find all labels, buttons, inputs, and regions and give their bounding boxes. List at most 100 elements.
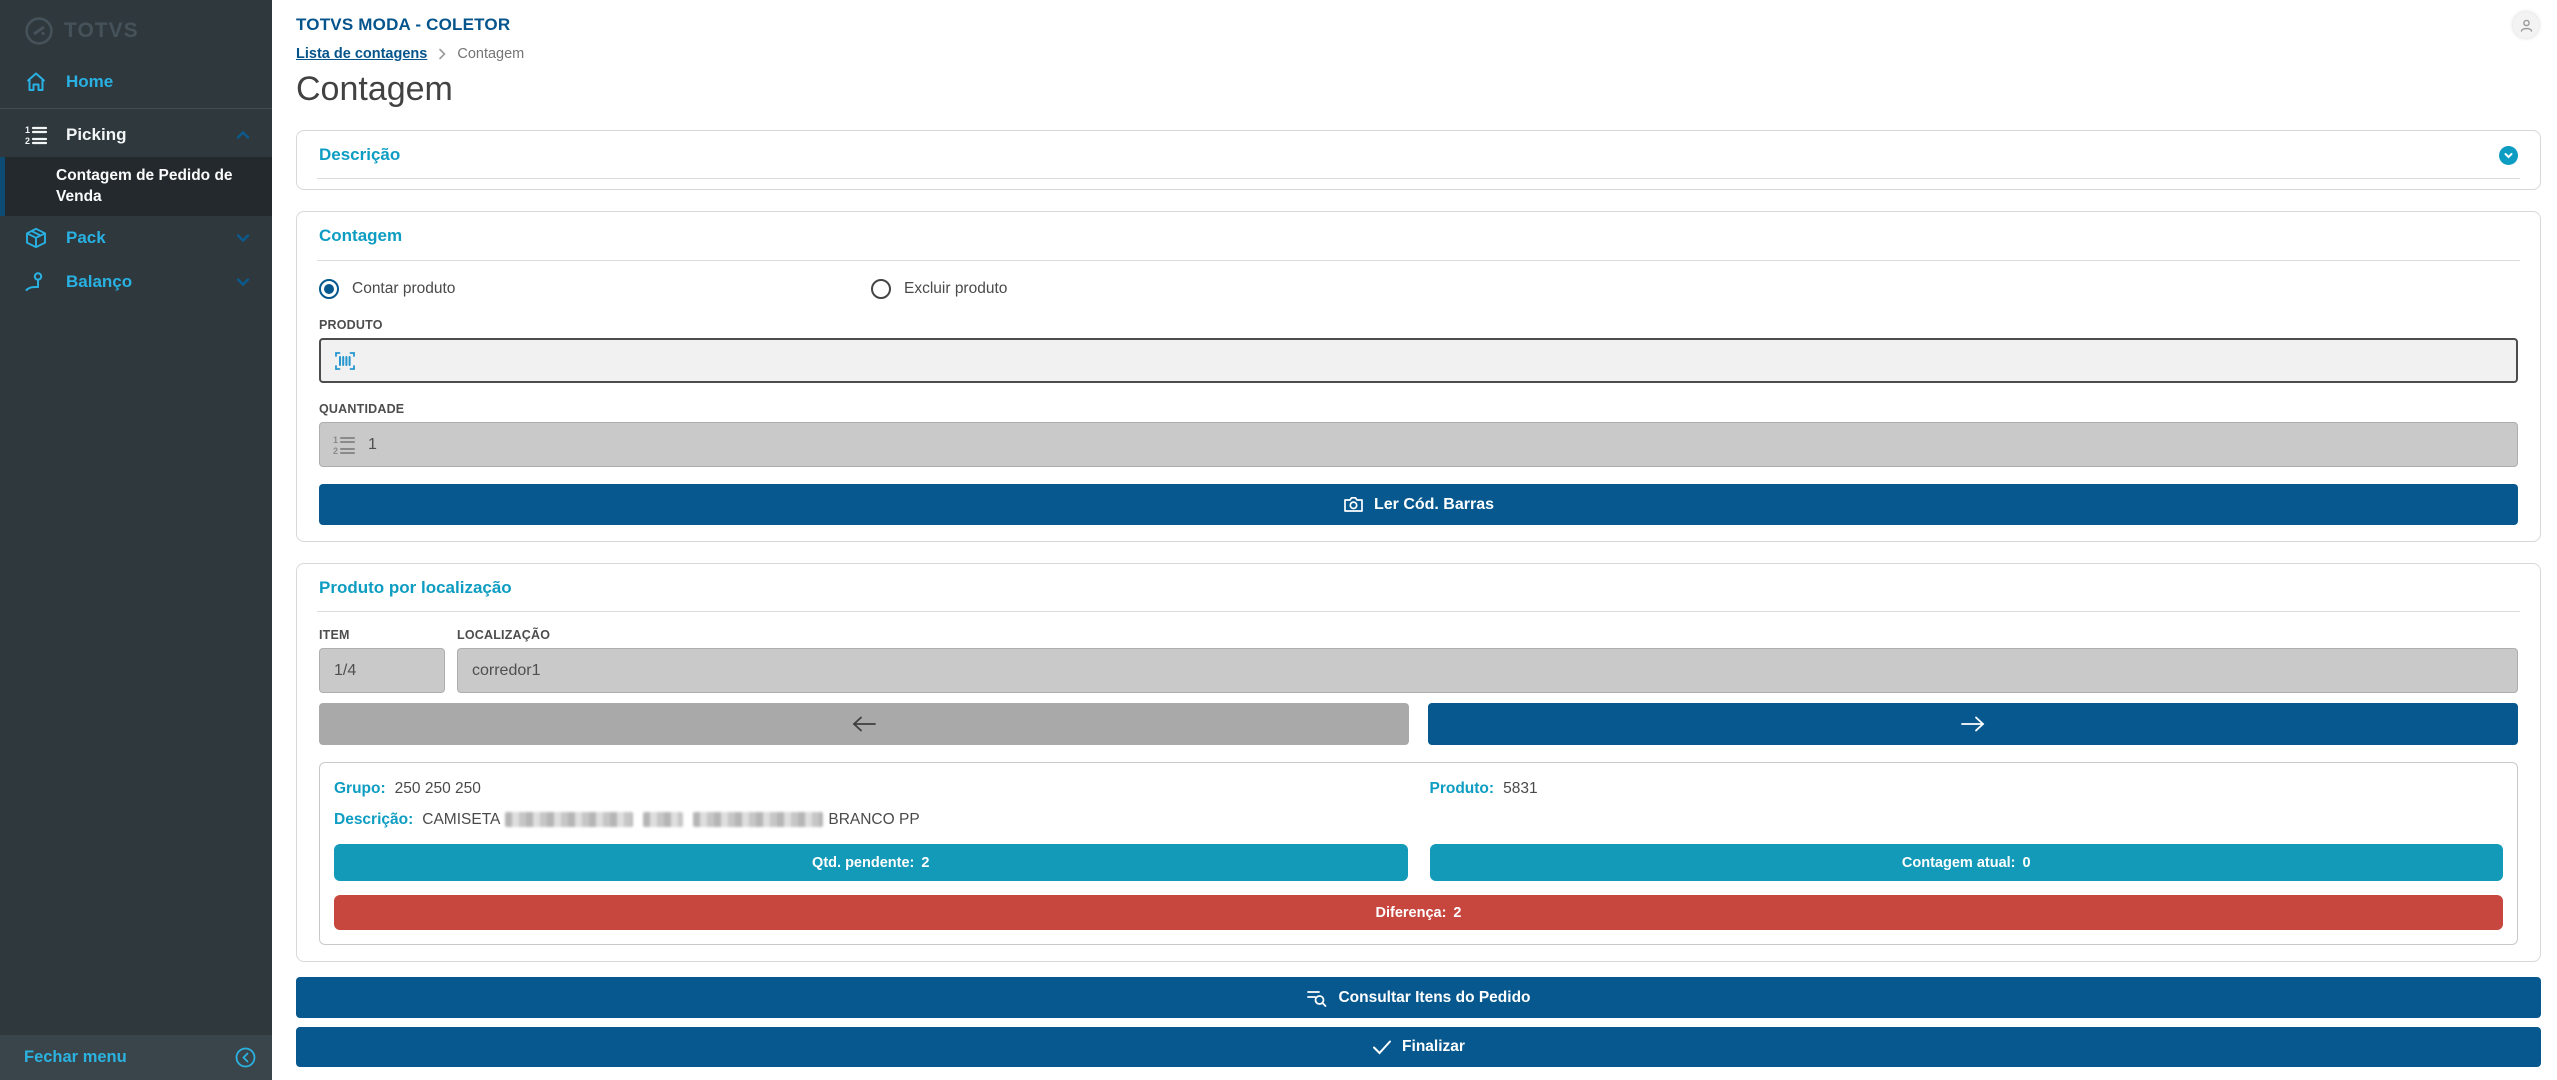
topbar: TOTVS MODA - COLETOR (288, 0, 2541, 46)
chevron-up-icon (234, 126, 252, 144)
radio-contar-produto[interactable]: Contar produto (319, 279, 871, 299)
descricao-section-title: Descrição (319, 145, 401, 164)
localizacao-input-wrapper (457, 648, 2518, 693)
diferenca-badge: Diferença: 2 (334, 895, 2503, 930)
produto-codigo-value: 5831 (1503, 780, 1538, 797)
chevron-down-icon (2504, 152, 2513, 158)
sidebar: TOTVS Home 1 2 Picking (0, 0, 272, 1080)
finalizar-button[interactable]: Finalizar (296, 1027, 2541, 1067)
close-menu-button[interactable]: Fechar menu (0, 1035, 272, 1080)
quantidade-field-label: QUANTIDADE (319, 402, 405, 416)
arrow-right-icon (1961, 716, 1985, 732)
produto-codigo-field: Produto: 5831 (1430, 780, 2504, 798)
item-field-label: ITEM (319, 628, 350, 642)
sidebar-item-label: Picking (66, 125, 127, 144)
camera-icon (1344, 496, 1363, 512)
home-icon (22, 70, 50, 94)
sidebar-divider (0, 108, 272, 109)
totvs-logo-text: TOTVS (64, 19, 139, 42)
user-menu-button[interactable] (2513, 12, 2539, 38)
svg-text:2: 2 (333, 446, 338, 456)
sidebar-subitem-contagem-pedido-venda[interactable]: Contagem de Pedido de Venda (0, 157, 272, 216)
sidebar-item-picking[interactable]: 1 2 Picking (0, 113, 272, 157)
svg-text:1: 1 (25, 125, 30, 135)
user-icon (2520, 19, 2532, 32)
contagem-section-title: Contagem (319, 226, 403, 245)
descricao-collapse-button[interactable] (2499, 145, 2518, 165)
breadcrumb-link-lista-de-contagens[interactable]: Lista de contagens (296, 46, 428, 62)
contagem-card: Contagem Contar produto Excluir produto … (296, 211, 2541, 542)
descricao-card: Descrição (296, 130, 2541, 190)
sidebar-item-label: Balanço (66, 272, 133, 291)
quantidade-input-wrapper: 1 2 (319, 422, 2518, 467)
qtd-pendente-label: Qtd. pendente: (812, 854, 915, 871)
consultar-itens-pedido-label: Consultar Itens do Pedido (1338, 988, 1531, 1006)
grupo-label: Grupo: (334, 780, 386, 797)
svg-text:1: 1 (333, 435, 338, 445)
close-menu-label: Fechar menu (24, 1048, 127, 1066)
breadcrumb-chevron-icon (436, 47, 448, 61)
arrow-left-icon (852, 716, 876, 732)
product-details-box: Grupo: 250 250 250 Produto: 5831 Descriç… (319, 762, 2518, 945)
produto-codigo-label: Produto: (1429, 780, 1495, 797)
list-search-icon (1307, 990, 1327, 1007)
radio-label: Contar produto (352, 280, 456, 297)
sidebar-item-balanco[interactable]: Balanço (0, 260, 272, 304)
pin-icon (22, 270, 50, 294)
page-title: Contagem (296, 70, 453, 108)
produto-input-wrapper (319, 338, 2518, 383)
main-content: TOTVS MODA - COLETOR Lista de contagens … (272, 0, 2557, 1080)
quantidade-input[interactable] (366, 434, 2505, 455)
radio-excluir-produto[interactable]: Excluir produto (871, 279, 1423, 299)
sidebar-item-label: Pack (66, 228, 106, 247)
chevron-down-icon (234, 229, 252, 247)
qtd-pendente-badge: Qtd. pendente: 2 (334, 844, 1408, 881)
grupo-field: Grupo: 250 250 250 (334, 780, 1408, 798)
sidebar-item-pack[interactable]: Pack (0, 216, 272, 260)
next-item-button[interactable] (1428, 703, 2518, 745)
numbered-list-icon: 1 2 (22, 123, 50, 147)
radio-label: Excluir produto (904, 280, 1008, 297)
radio-selected-icon (319, 279, 339, 299)
chevron-left-circle-icon (235, 1047, 256, 1068)
totvs-logo: TOTVS (0, 0, 272, 52)
previous-item-button[interactable] (319, 703, 1409, 745)
contagem-atual-label: Contagem atual: (1901, 854, 2016, 871)
radio-unselected-icon (871, 279, 891, 299)
produto-field-label: PRODUTO (319, 318, 383, 332)
contagem-radio-group: Contar produto Excluir produto (319, 279, 2518, 299)
sidebar-item-home[interactable]: Home (0, 60, 272, 104)
redacted-text (505, 812, 634, 828)
localizacao-field-label: LOCALIZAÇÃO (457, 628, 551, 642)
svg-text:2: 2 (25, 136, 30, 146)
package-icon (22, 226, 50, 250)
redacted-text (693, 812, 824, 828)
produto-input[interactable] (367, 350, 2504, 371)
produto-localizacao-card: Produto por localização ITEM LOCALIZAÇÃO (296, 563, 2541, 962)
contagem-atual-value: 0 (2022, 854, 2031, 871)
barcode-scan-icon[interactable] (333, 349, 357, 373)
descricao-produto-field: Descrição: CAMISETA BRANCO PP (334, 811, 2503, 829)
breadcrumb: Lista de contagens Contagem (288, 46, 2541, 62)
ler-cod-barras-label: Ler Cód. Barras (1373, 495, 1495, 513)
qtd-pendente-value: 2 (921, 854, 930, 871)
redacted-text (643, 812, 684, 828)
localizacao-section-title: Produto por localização (319, 578, 512, 597)
contagem-atual-badge: Contagem atual: 0 (1429, 844, 2503, 881)
numbered-list-icon: 1 2 (332, 433, 356, 457)
check-icon (1373, 1040, 1392, 1055)
descricao-produto-value: CAMISETA BRANCO PP (422, 811, 920, 828)
app-title: TOTVS MODA - COLETOR (296, 15, 511, 34)
grupo-value: 250 250 250 (394, 780, 481, 797)
chevron-down-icon (234, 273, 252, 291)
breadcrumb-current: Contagem (457, 46, 525, 62)
sidebar-menu: Home 1 2 Picking Contagem de Pedido de V… (0, 60, 272, 304)
totvs-logo-icon (24, 16, 54, 46)
descricao-produto-label: Descrição: (334, 811, 414, 828)
ler-cod-barras-button[interactable]: Ler Cód. Barras (319, 484, 2518, 525)
localizacao-input[interactable] (470, 660, 2505, 681)
finalizar-label: Finalizar (1402, 1038, 1465, 1055)
diferenca-value: 2 (1453, 904, 1462, 921)
consultar-itens-pedido-button[interactable]: Consultar Itens do Pedido (296, 977, 2541, 1018)
item-input-wrapper (319, 648, 543, 693)
